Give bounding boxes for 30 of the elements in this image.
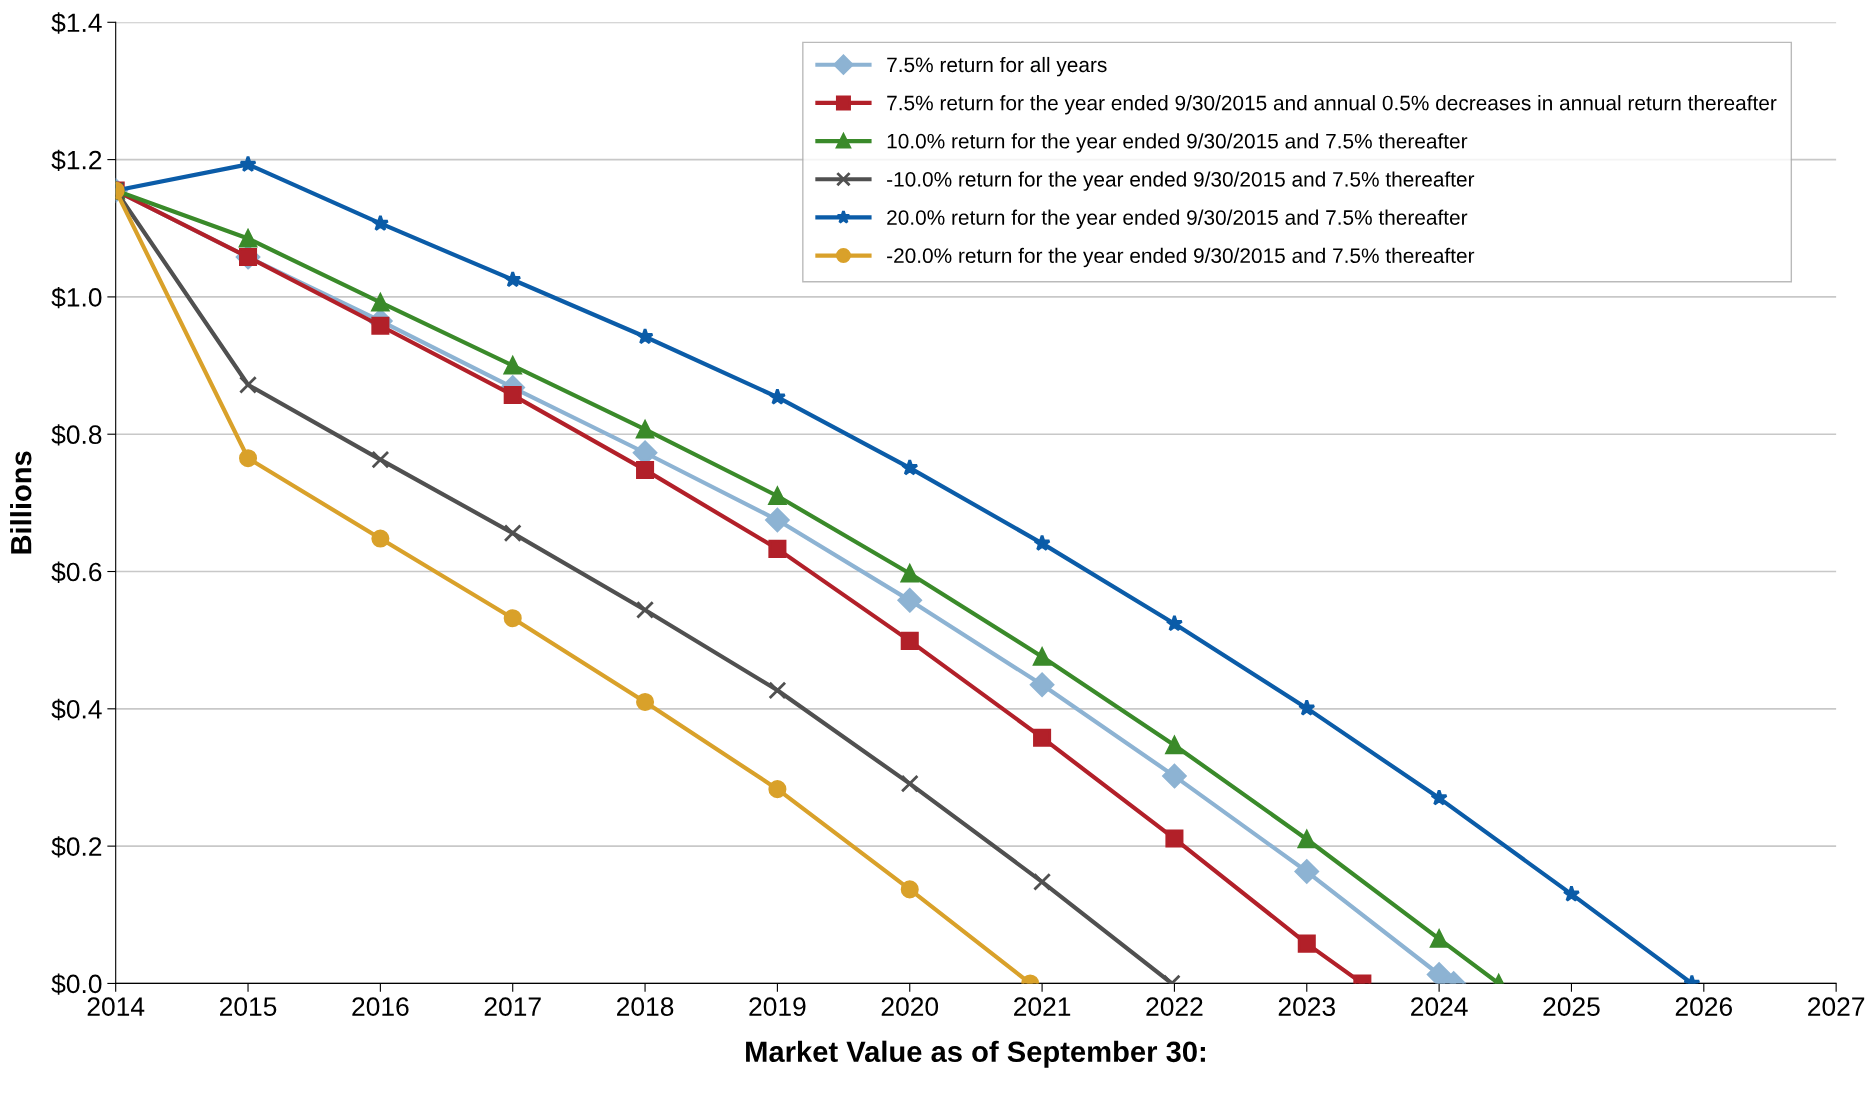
y-tick-label: $0.4 [51, 698, 102, 721]
y-tick-label: $0.8 [51, 424, 102, 446]
x-tick-label: 2023 [1278, 997, 1335, 1017]
x-tick-label: 2018 [617, 997, 674, 1017]
x-tick-label: 2024 [1411, 997, 1468, 1017]
y-axis-title: Billions [10, 451, 32, 554]
x-tick-label: 2025 [1543, 997, 1600, 1017]
y-tick-label: $0.2 [51, 836, 102, 858]
x-tick-label: 2027 [1808, 997, 1865, 1017]
legend-label: -10.0% return for the year ended 9/30/2015 and 7.5% thereafter [887, 171, 1475, 191]
x-tick-label: 2019 [749, 997, 806, 1017]
x-axis-title: Market Value as of September 30: [746, 1040, 1205, 1068]
legend-label: 10.0% return for the year ended 9/30/2015 and 7.5% thereafter [887, 133, 1468, 153]
y-tick-label: $1.2 [51, 149, 102, 171]
x-tick-label: 2017 [484, 997, 541, 1017]
y-tick-label: $0.6 [51, 561, 102, 583]
legend-label: -20.0% return for the year ended 9/30/2015 and 7.5% thereafter [887, 247, 1475, 268]
legend-label: 20.0% return for the year ended 9/30/2015 and 7.5% thereafter [887, 209, 1468, 230]
x-tick-label: 2015 [220, 997, 277, 1017]
x-tick-label: 2020 [881, 997, 939, 1017]
x-tick-label: 2014 [87, 997, 145, 1017]
x-tick-label: 2022 [1146, 997, 1203, 1017]
legend-label: 7.5% return for all years [887, 56, 1107, 77]
y-tick-label: $1.4 [51, 12, 102, 34]
y-tick-label: $1.0 [51, 286, 102, 309]
x-tick-label: 2016 [352, 997, 409, 1017]
legend-label: 7.5% return for the year ended 9/30/2015 and annual 0.5% decreases in annual return thereafter [887, 95, 1777, 115]
x-tick-label: 2021 [1014, 997, 1071, 1017]
x-tick-label: 2026 [1675, 997, 1732, 1017]
y-tick-label: $0.0 [51, 973, 102, 995]
